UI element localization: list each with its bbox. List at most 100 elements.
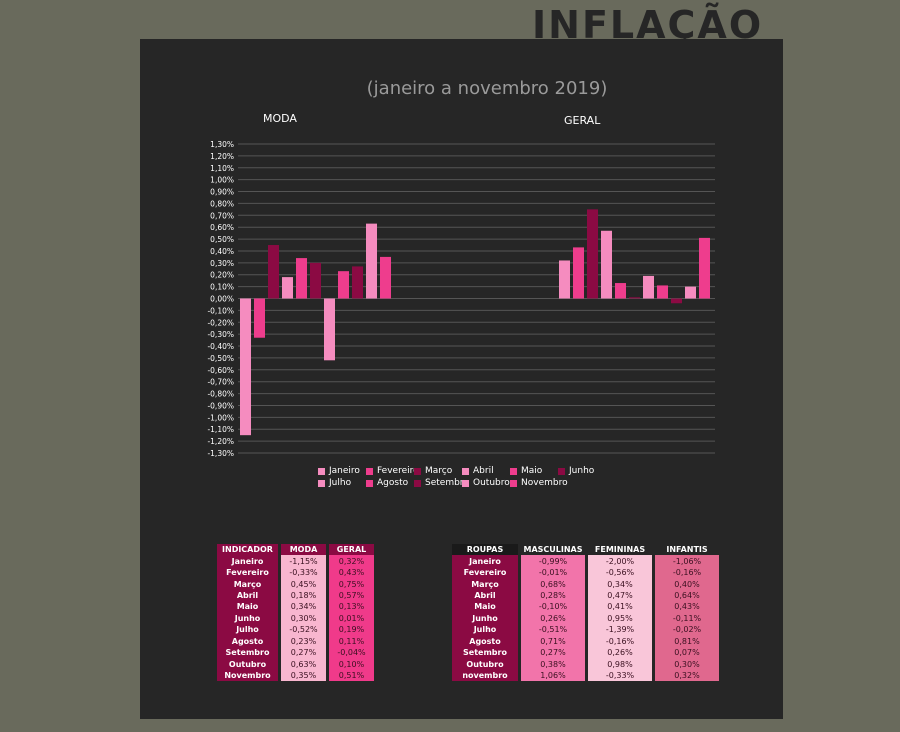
row-label: Outubro xyxy=(452,658,518,670)
row-label: Maio xyxy=(217,601,278,613)
row-label: Julho xyxy=(217,624,278,636)
table-cell: -0,16% xyxy=(588,635,652,647)
table-row: Agosto 0,23% 0,11% xyxy=(217,635,374,647)
table-header: GERAL xyxy=(329,544,374,556)
bar-geral-julho xyxy=(643,275,654,299)
table-cell: 0,07% xyxy=(655,646,719,659)
bar-geral-agosto xyxy=(657,285,668,299)
legend-label: Setembro xyxy=(425,478,469,488)
bar-geral-junho xyxy=(629,297,640,299)
table-header: MASCULINAS xyxy=(521,544,585,556)
table-cell: 0,47% xyxy=(588,589,652,602)
y-tick-label: 1,30% xyxy=(210,140,234,149)
legend-item: Janeiro xyxy=(318,466,360,476)
bar-moda-junho xyxy=(310,262,321,299)
y-tick-label: -0,30% xyxy=(207,330,234,339)
table-header: INFANTIS xyxy=(655,544,719,556)
y-tick-label: -0,80% xyxy=(207,390,234,399)
y-tick-label: 0,00% xyxy=(210,295,234,304)
table-cell: 0,98% xyxy=(588,658,652,670)
table-cell: 0,63% xyxy=(281,658,326,670)
table-cell: 0,81% xyxy=(655,635,719,647)
legend-swatch xyxy=(414,479,421,487)
legend-swatch xyxy=(510,479,517,487)
table-cell: -0,16% xyxy=(655,566,719,579)
table-cell: -0,33% xyxy=(588,669,652,682)
table-row: Julho -0,52% 0,19% xyxy=(217,624,374,636)
bar-moda-março xyxy=(268,245,279,299)
table-row: Fevereiro -0,33% 0,43% xyxy=(217,566,374,579)
y-tick-label: 1,10% xyxy=(210,164,234,173)
y-tick-label: 0,50% xyxy=(210,235,234,244)
legend-swatch xyxy=(366,467,373,475)
table-cell: -0,11% xyxy=(655,612,719,625)
row-label: Janeiro xyxy=(217,555,278,567)
y-tick-label: -0,70% xyxy=(207,378,234,387)
table-cell: -0,52% xyxy=(281,624,326,636)
y-tick-label: 0,90% xyxy=(210,188,234,197)
legend-label: Outubro xyxy=(473,478,510,488)
legend-swatch xyxy=(558,467,565,475)
legend-label: Abril xyxy=(473,466,494,476)
bar-moda-julho xyxy=(324,298,335,361)
table-cell: -2,00% xyxy=(588,555,652,567)
table-cell: -0,04% xyxy=(329,646,374,659)
chart-subtitle: (janeiro a novembro 2019) xyxy=(366,78,608,99)
row-label: Outubro xyxy=(217,658,278,670)
legend-item: Abril xyxy=(462,466,494,476)
table-row: Setembro 0,27% -0,04% xyxy=(217,646,374,659)
y-tick-label: -1,00% xyxy=(207,413,234,422)
y-tick-label: -0,20% xyxy=(207,318,234,327)
legend-item: Agosto xyxy=(366,478,408,488)
table-cell: 0,32% xyxy=(655,669,719,682)
table-row: Outubro 0,63% 0,10% xyxy=(217,658,374,670)
bar-moda-maio xyxy=(296,258,307,299)
bar-geral-outubro xyxy=(685,286,696,299)
table-row: Setembro 0,27% 0,26% 0,07% xyxy=(452,646,719,659)
table-row: Maio -0,10% 0,41% 0,43% xyxy=(452,601,719,613)
y-tick-label: -0,90% xyxy=(207,401,234,410)
table-cell: 0,75% xyxy=(329,578,374,590)
y-tick-label: 1,00% xyxy=(210,176,234,185)
group-label-moda: MODA xyxy=(263,112,297,125)
table-cell: 0,64% xyxy=(655,589,719,602)
legend-label: Janeiro xyxy=(329,466,360,476)
row-label: Abril xyxy=(217,589,278,602)
legend-swatch xyxy=(510,467,517,475)
row-label: Fevereiro xyxy=(452,566,518,579)
table-cell: -1,39% xyxy=(588,624,652,636)
table-header: MODA xyxy=(281,544,326,556)
y-tick-label: 0,70% xyxy=(210,211,234,220)
table-cell: 0,45% xyxy=(281,578,326,590)
legend-item: Fevereiro xyxy=(366,466,419,476)
legend-item: Outubro xyxy=(462,478,510,488)
legend-item: Março xyxy=(414,466,452,476)
row-label: Julho xyxy=(452,624,518,636)
table-cell: -0,02% xyxy=(655,624,719,636)
table-cell: 0,43% xyxy=(329,566,374,579)
table-cell: 0,40% xyxy=(655,578,719,590)
table-cell: 0,35% xyxy=(281,669,326,682)
bar-moda-agosto xyxy=(338,271,349,299)
legend-swatch xyxy=(462,467,469,475)
table-cell: 0,01% xyxy=(329,612,374,625)
table-row: novembro 1,06% -0,33% 0,32% xyxy=(452,669,719,682)
bar-geral-fevereiro xyxy=(573,247,584,299)
table-row: Agosto 0,71% -0,16% 0,81% xyxy=(452,635,719,647)
table-cell: 0,71% xyxy=(521,635,585,647)
group-label-geral: GERAL xyxy=(564,114,601,127)
table-row: Outubro 0,38% 0,98% 0,30% xyxy=(452,658,719,670)
table-cell: 0,51% xyxy=(329,669,374,682)
table-cell: 0,26% xyxy=(588,646,652,659)
bar-geral-maio xyxy=(615,283,626,299)
table-cell: -0,10% xyxy=(521,601,585,613)
row-label: Maio xyxy=(452,601,518,613)
table-roupas: ROUPAS MASCULINAS FEMININAS INFANTIS Janeir… xyxy=(449,544,722,682)
y-tick-label: 0,20% xyxy=(210,271,234,280)
table-cell: 0,32% xyxy=(329,555,374,567)
table-cell: 0,11% xyxy=(329,635,374,647)
bar-moda-novembro xyxy=(380,256,391,299)
y-tick-label: -1,20% xyxy=(207,437,234,446)
table-cell: -0,51% xyxy=(521,624,585,636)
